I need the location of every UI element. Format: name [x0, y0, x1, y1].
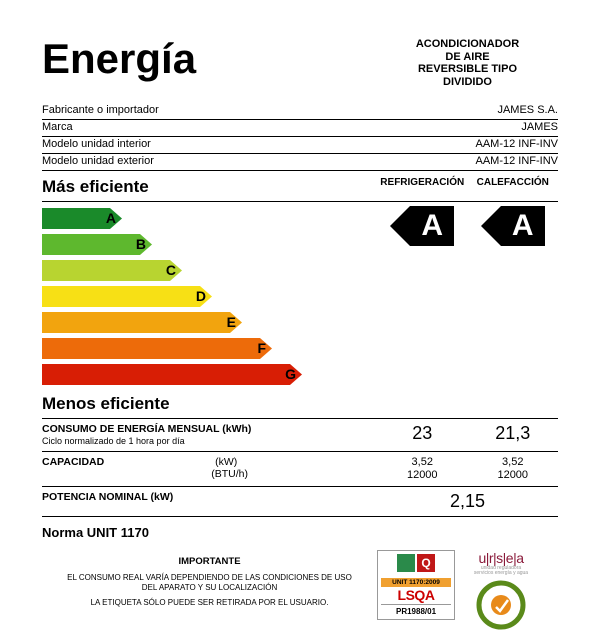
important-text-1: EL CONSUMO REAL VARÍA DEPENDIENDO DE LAS… — [62, 573, 357, 593]
info-row: Modelo unidad exteriorAAM-12 INF-INV — [42, 154, 558, 171]
efficiency-arrow: A — [42, 208, 377, 232]
lsqa-cert-badge: Q UNIT 1170:2009 LSQA PR1988/01 — [377, 550, 455, 620]
energy-title: Energía — [42, 38, 377, 89]
efficiency-arrow: D — [42, 286, 377, 310]
power-row: POTENCIA NOMINAL (kW)2,15 — [42, 487, 558, 517]
efficiency-arrow: F — [42, 338, 377, 362]
less-efficient-label: Menos eficiente — [42, 390, 558, 419]
ursea-badge: u|r|s|e|a unidad reguladoraservicios ene… — [461, 550, 541, 635]
info-row: MarcaJAMES — [42, 120, 558, 137]
norma-label: Norma UNIT 1170 — [42, 517, 558, 548]
info-row: Fabricante o importadorJAMES S.A. — [42, 103, 558, 120]
rating-refrigeration: A — [390, 206, 454, 246]
capacity-row: CAPACIDAD (kW) (BTU/h)3,52120003,5212000 — [42, 452, 558, 487]
efficiency-arrow: E — [42, 312, 377, 336]
consumption-row: CONSUMO DE ENERGÍA MENSUAL (kWh)Ciclo no… — [42, 419, 558, 452]
product-type: ACONDICIONADORDE AIREREVERSIBLE TIPODIVI… — [377, 38, 558, 89]
info-row: Modelo unidad interiorAAM-12 INF-INV — [42, 137, 558, 154]
efficiency-arrow: C — [42, 260, 377, 284]
col-refrigeration: REFRIGERACIÓN — [377, 177, 468, 201]
important-text-2: LA ETIQUETA SÓLO PUEDE SER RETIRADA POR … — [62, 598, 357, 608]
rating-heating: A — [481, 206, 545, 246]
col-heating: CALEFACCIÓN — [468, 177, 559, 201]
efficiency-arrow: G — [42, 364, 377, 388]
more-efficient-label: Más eficiente — [42, 177, 377, 201]
efficiency-scale: ABCDEFG — [42, 202, 377, 390]
efficiency-arrow: B — [42, 234, 377, 258]
important-heading: IMPORTANTE — [62, 556, 357, 567]
